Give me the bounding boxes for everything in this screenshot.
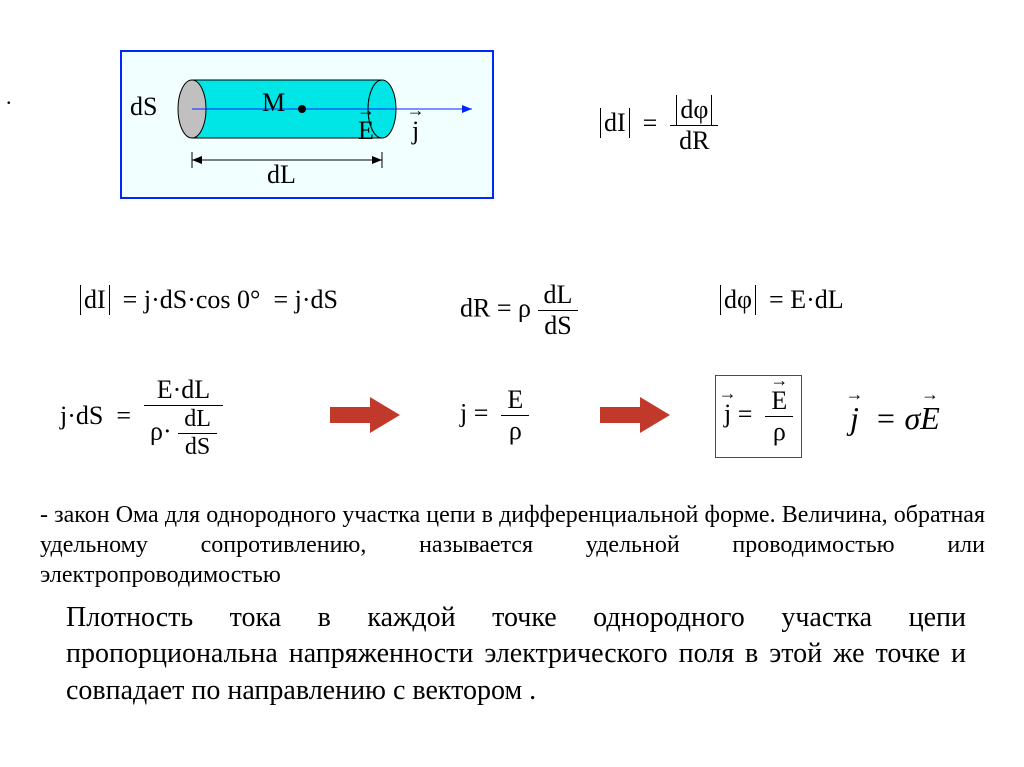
- label-j: j: [412, 116, 419, 146]
- eq-j-E-rho: j = E ρ: [460, 385, 529, 446]
- label-E: E: [358, 116, 374, 146]
- cylinder-diagram: dS M E j dL: [120, 50, 494, 199]
- arrow-icon: [600, 395, 670, 435]
- paragraph-definition: - закон Ома для однородного участка цепи…: [40, 500, 985, 590]
- eq-dR: dR = ρ dL dS: [460, 280, 578, 341]
- label-dS: dS: [130, 92, 157, 122]
- stray-dot: .: [6, 84, 12, 110]
- label-M: M: [262, 88, 285, 118]
- eq-j-sigmaE: j = σE: [850, 400, 940, 437]
- label-dL: dL: [267, 160, 296, 190]
- eq-dphi: dφ = E·dL: [720, 285, 844, 315]
- eq-dI-expand: dI = j·dS·cos 0° = j·dS: [80, 285, 338, 315]
- paragraph-statement: Плотность тока в каждой точке однородног…: [66, 600, 966, 709]
- eq-dI-dphi-dR: dI = dφ dR: [600, 95, 718, 156]
- eq-boxed-vector: j = E ρ: [715, 375, 802, 458]
- arrow-icon: [330, 395, 400, 435]
- eq-jdS-frac: j·dS = E·dL ρ· dL dS: [60, 375, 223, 461]
